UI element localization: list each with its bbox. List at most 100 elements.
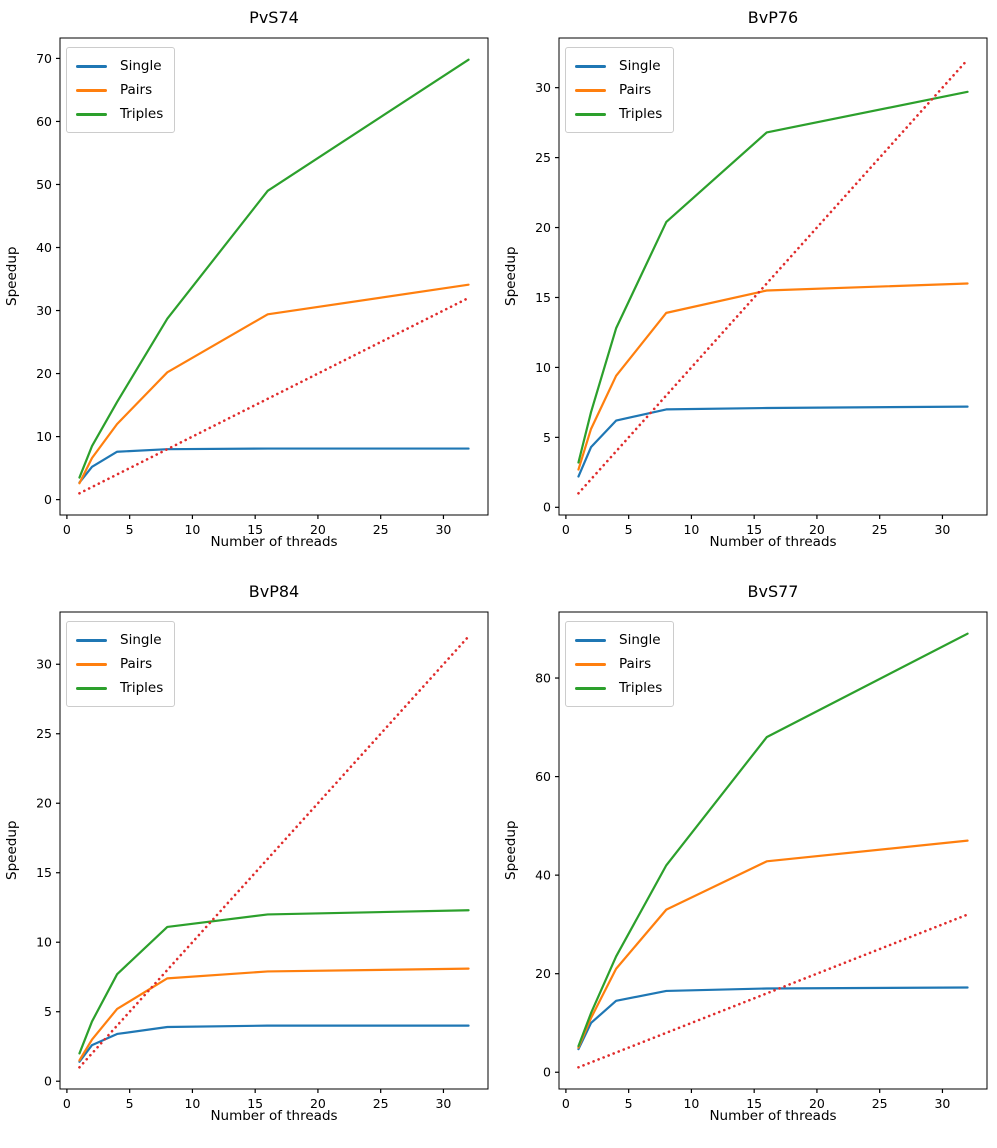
chart-plot-area: 0 5 10 15 20 25 30 0 5 10 15 20 25 30 xyxy=(36,611,489,1111)
y-tick-label: 20 xyxy=(36,796,52,811)
series-line-triples xyxy=(577,90,969,464)
legend-item-single: Single xyxy=(76,54,163,78)
chart-title: BvP76 xyxy=(747,8,799,27)
chart-title: BvP84 xyxy=(248,582,300,601)
chart-plot-area: 0 5 10 15 20 25 30 0 5 10 15 20 25 30 xyxy=(535,37,988,537)
legend-label: Pairs xyxy=(619,656,652,672)
legend-item-single: Single xyxy=(575,628,662,652)
y-tick-label: 30 xyxy=(36,657,52,672)
legend-item-triples: Triples xyxy=(76,676,163,700)
y-tick-label: 10 xyxy=(36,429,52,444)
y-tick-label: 15 xyxy=(535,290,551,305)
x-axis-label: Number of threads xyxy=(709,1108,837,1124)
y-axis-label: Speedup xyxy=(4,820,20,881)
plot-border xyxy=(59,37,489,516)
legend-label: Triples xyxy=(120,680,164,696)
series-line-single xyxy=(78,447,470,484)
y-tick-label: 70 xyxy=(36,51,52,66)
x-tick-label: 5 xyxy=(625,522,633,537)
x-tick-label: 15 xyxy=(247,1096,263,1111)
series-line-triples xyxy=(577,632,969,1048)
legend-swatch-triples xyxy=(76,112,107,116)
chart-title: BvS77 xyxy=(747,582,799,601)
legend-item-pairs: Pairs xyxy=(575,78,662,102)
legend-label: Single xyxy=(120,58,162,74)
y-tick-label: 0 xyxy=(543,1065,551,1080)
y-tick-label: 5 xyxy=(543,430,551,445)
x-tick-label: 10 xyxy=(184,1096,200,1111)
series-line-single xyxy=(78,1024,470,1063)
chart-title: PvS74 xyxy=(249,8,299,27)
x-tick-label: 0 xyxy=(562,522,570,537)
legend-swatch-single xyxy=(76,64,107,68)
y-tick-label: 15 xyxy=(36,865,52,880)
y-tick-label: 0 xyxy=(543,500,551,515)
legend-label: Pairs xyxy=(120,82,153,98)
series-line-ideal-linear-speedup xyxy=(78,296,470,495)
series-line-pairs xyxy=(577,282,969,471)
legend-item-triples: Triples xyxy=(575,676,662,700)
x-tick-label: 15 xyxy=(247,522,263,537)
y-tick-label: 10 xyxy=(36,935,52,950)
series-line-ideal-linear-speedup xyxy=(577,913,969,1069)
x-tick-label: 10 xyxy=(683,522,699,537)
x-tick-label: 25 xyxy=(872,522,888,537)
series-line-ideal-linear-speedup xyxy=(78,635,470,1069)
y-axis-label: Speedup xyxy=(503,246,519,307)
y-tick-label: 40 xyxy=(36,240,52,255)
legend-swatch-pairs xyxy=(76,88,107,92)
x-tick-label: 20 xyxy=(310,1096,326,1111)
y-tick-label: 0 xyxy=(44,1074,52,1089)
y-tick-label: 10 xyxy=(535,360,551,375)
y-tick-label: 20 xyxy=(535,966,551,981)
x-tick-label: 25 xyxy=(373,522,389,537)
chart-bvp84: 0 5 10 15 20 25 30 0 5 10 15 20 25 30 BvP84 Speedup N… xyxy=(0,574,498,1148)
y-tick-label: 80 xyxy=(535,670,551,685)
plot-border xyxy=(558,611,988,1090)
legend-item-pairs: Pairs xyxy=(76,652,163,676)
x-tick-label: 30 xyxy=(435,1096,451,1111)
legend-swatch-triples xyxy=(575,112,606,116)
plot-border xyxy=(558,37,988,516)
legend-item-single: Single xyxy=(575,54,662,78)
y-tick-label: 60 xyxy=(535,769,551,784)
y-axis-label: Speedup xyxy=(503,820,519,881)
legend-swatch-triples xyxy=(76,686,107,690)
legend-label: Single xyxy=(619,58,661,74)
legend-item-triples: Triples xyxy=(575,102,662,126)
x-tick-label: 10 xyxy=(184,522,200,537)
x-tick-label: 15 xyxy=(746,1096,762,1111)
x-axis-label: Number of threads xyxy=(709,534,837,550)
legend-label: Triples xyxy=(619,106,663,122)
y-tick-label: 20 xyxy=(36,366,52,381)
y-tick-label: 40 xyxy=(535,868,551,883)
series-line-pairs xyxy=(577,839,969,1049)
legend: Single Pairs Triples xyxy=(66,47,176,133)
legend: Single Pairs Triples xyxy=(565,621,675,707)
x-tick-label: 25 xyxy=(872,1096,888,1111)
chart-plot-area: 0 5 10 15 20 25 30 0 20 40 60 80 xyxy=(535,611,988,1111)
legend-swatch-single xyxy=(76,638,107,642)
legend-label: Pairs xyxy=(120,656,153,672)
legend-label: Pairs xyxy=(619,82,652,98)
legend-swatch-single xyxy=(575,64,606,68)
chart-plot-area: 0 5 10 15 20 25 30 0 10 20 30 40 50 60 70 xyxy=(36,37,489,537)
series-line-pairs xyxy=(78,283,470,485)
y-tick-label: 30 xyxy=(36,303,52,318)
legend-item-triples: Triples xyxy=(76,102,163,126)
x-tick-label: 5 xyxy=(126,522,134,537)
legend: Single Pairs Triples xyxy=(565,47,675,133)
chart-pvs74: 0 5 10 15 20 25 30 0 10 20 30 40 50 60 70 PvS74 Speedu… xyxy=(0,0,498,574)
legend-swatch-triples xyxy=(575,686,606,690)
y-tick-label: 60 xyxy=(36,114,52,129)
x-tick-label: 30 xyxy=(934,522,950,537)
y-tick-label: 50 xyxy=(36,177,52,192)
x-tick-label: 0 xyxy=(562,1096,570,1111)
series-line-single xyxy=(577,405,969,478)
x-tick-label: 5 xyxy=(625,1096,633,1111)
x-tick-label: 20 xyxy=(809,1096,825,1111)
x-tick-label: 20 xyxy=(310,522,326,537)
x-tick-label: 15 xyxy=(746,522,762,537)
y-tick-label: 25 xyxy=(535,150,551,165)
